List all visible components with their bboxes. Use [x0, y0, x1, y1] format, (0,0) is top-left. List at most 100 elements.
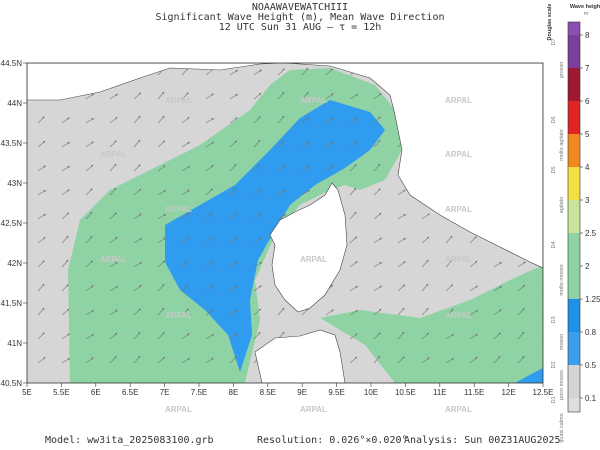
direction-arrow: [61, 189, 70, 196]
direction-arrow: [229, 117, 238, 124]
direction-arrow: [349, 211, 357, 220]
direction-arrow: [157, 260, 166, 268]
direction-arrow: [181, 283, 189, 292]
colorbar-label: 2.5: [585, 229, 597, 238]
direction-arrow: [517, 331, 525, 340]
direction-arrow: [157, 356, 166, 364]
direction-arrow: [37, 307, 45, 316]
direction-arrow: [349, 261, 358, 268]
douglas-label: D6: [551, 116, 557, 123]
direction-arrow: [301, 67, 309, 76]
watermark: ARPAL: [165, 205, 192, 214]
direction-arrow: [253, 308, 262, 316]
sea-state-label: poco mosso: [559, 370, 565, 400]
sea-state-label: mosso: [559, 334, 565, 350]
direction-arrow: [37, 237, 46, 244]
colorbar-label: 0.5: [585, 361, 597, 370]
y-tick-label: 41.5N: [1, 299, 23, 308]
direction-arrow: [205, 357, 214, 364]
watermark: ARPAL: [445, 150, 472, 159]
direction-arrow: [445, 333, 455, 340]
wave-zone-green: [320, 265, 543, 383]
scale-title: Douglas scale: [547, 4, 553, 41]
direction-arrow: [517, 355, 525, 364]
direction-arrow: [181, 92, 189, 100]
watermark: ARPAL: [445, 255, 472, 264]
colorbar-segment: [568, 134, 580, 167]
watermark: ARPAL: [100, 150, 127, 159]
subtitle: Significant Wave Height (m), Mean Wave D…: [156, 12, 445, 23]
direction-arrow: [157, 307, 165, 316]
direction-arrow: [205, 235, 213, 244]
watermark: ARPAL: [445, 311, 472, 320]
y-tick-label: 42N: [7, 259, 22, 268]
direction-arrow: [157, 91, 165, 100]
direction-arrow: [157, 140, 166, 148]
title: NOAAWAVEWATCHIII: [252, 2, 348, 13]
direction-arrow: [109, 187, 117, 196]
watermark: ARPAL: [300, 96, 327, 105]
direction-arrow: [109, 261, 119, 268]
colorbar-label: 0.8: [585, 328, 597, 337]
direction-arrow: [181, 357, 191, 364]
direction-arrow: [301, 189, 311, 196]
x-tick-label: 7E: [160, 388, 170, 397]
direction-arrow: [373, 212, 382, 220]
direction-arrow: [349, 164, 357, 172]
direction-arrow: [229, 187, 237, 196]
douglas-label: D5: [551, 166, 557, 173]
direction-arrow: [277, 140, 285, 148]
watermark: ARPAL: [100, 255, 127, 264]
colorbar-segment: [568, 200, 580, 233]
direction-arrow: [445, 235, 453, 244]
y-tick-label: 44N: [7, 99, 22, 108]
y-tick-label: 44.5N: [1, 59, 23, 68]
x-tick-label: 6E: [91, 388, 101, 397]
direction-arrow: [205, 117, 215, 124]
direction-arrow: [373, 285, 382, 292]
x-tick-label: 8E: [229, 388, 239, 397]
direction-arrow: [133, 139, 141, 148]
direction-arrow: [37, 332, 45, 340]
direction-arrow: [373, 188, 381, 196]
direction-arrow: [133, 261, 143, 268]
direction-arrow: [493, 285, 503, 292]
direction-arrow: [325, 141, 335, 148]
colorbar-segment: [568, 233, 580, 266]
direction-arrow: [109, 309, 118, 316]
colorbar-label: 5: [585, 130, 590, 139]
direction-arrow: [37, 189, 47, 196]
direction-arrow: [37, 140, 46, 148]
colorbar-segment: [568, 68, 580, 101]
direction-arrow: [157, 165, 166, 172]
direction-arrow: [85, 260, 94, 268]
direction-arrow: [445, 284, 453, 292]
direction-arrow: [157, 189, 167, 196]
sea-state-label: grosso: [559, 62, 565, 79]
watermark: ARPAL: [445, 405, 472, 414]
map: [27, 63, 543, 383]
direction-arrow: [181, 165, 191, 172]
direction-arrow: [205, 260, 213, 268]
direction-arrow: [85, 211, 93, 220]
colorbar-label: 8: [585, 31, 590, 40]
colorbar-segment: [568, 101, 580, 134]
y-tick-label: 40.5N: [1, 379, 23, 388]
direction-arrow: [277, 115, 285, 124]
direction-arrow: [109, 93, 119, 100]
direction-arrow: [229, 285, 239, 292]
direction-arrow: [205, 141, 215, 148]
direction-arrow: [421, 332, 430, 340]
direction-arrow: [253, 163, 261, 172]
direction-arrow: [253, 285, 262, 292]
analysis-label: Analysis: Sun 00Z31AUG2025: [404, 435, 561, 446]
direction-arrow: [469, 260, 478, 268]
direction-arrow: [157, 283, 165, 292]
colorbar-segment: [568, 398, 580, 412]
watermark: ARPAL: [300, 405, 327, 414]
direction-arrow: [229, 212, 237, 220]
direction-arrow: [277, 68, 285, 76]
direction-arrow: [181, 67, 189, 76]
y-tick-label: 43N: [7, 179, 22, 188]
